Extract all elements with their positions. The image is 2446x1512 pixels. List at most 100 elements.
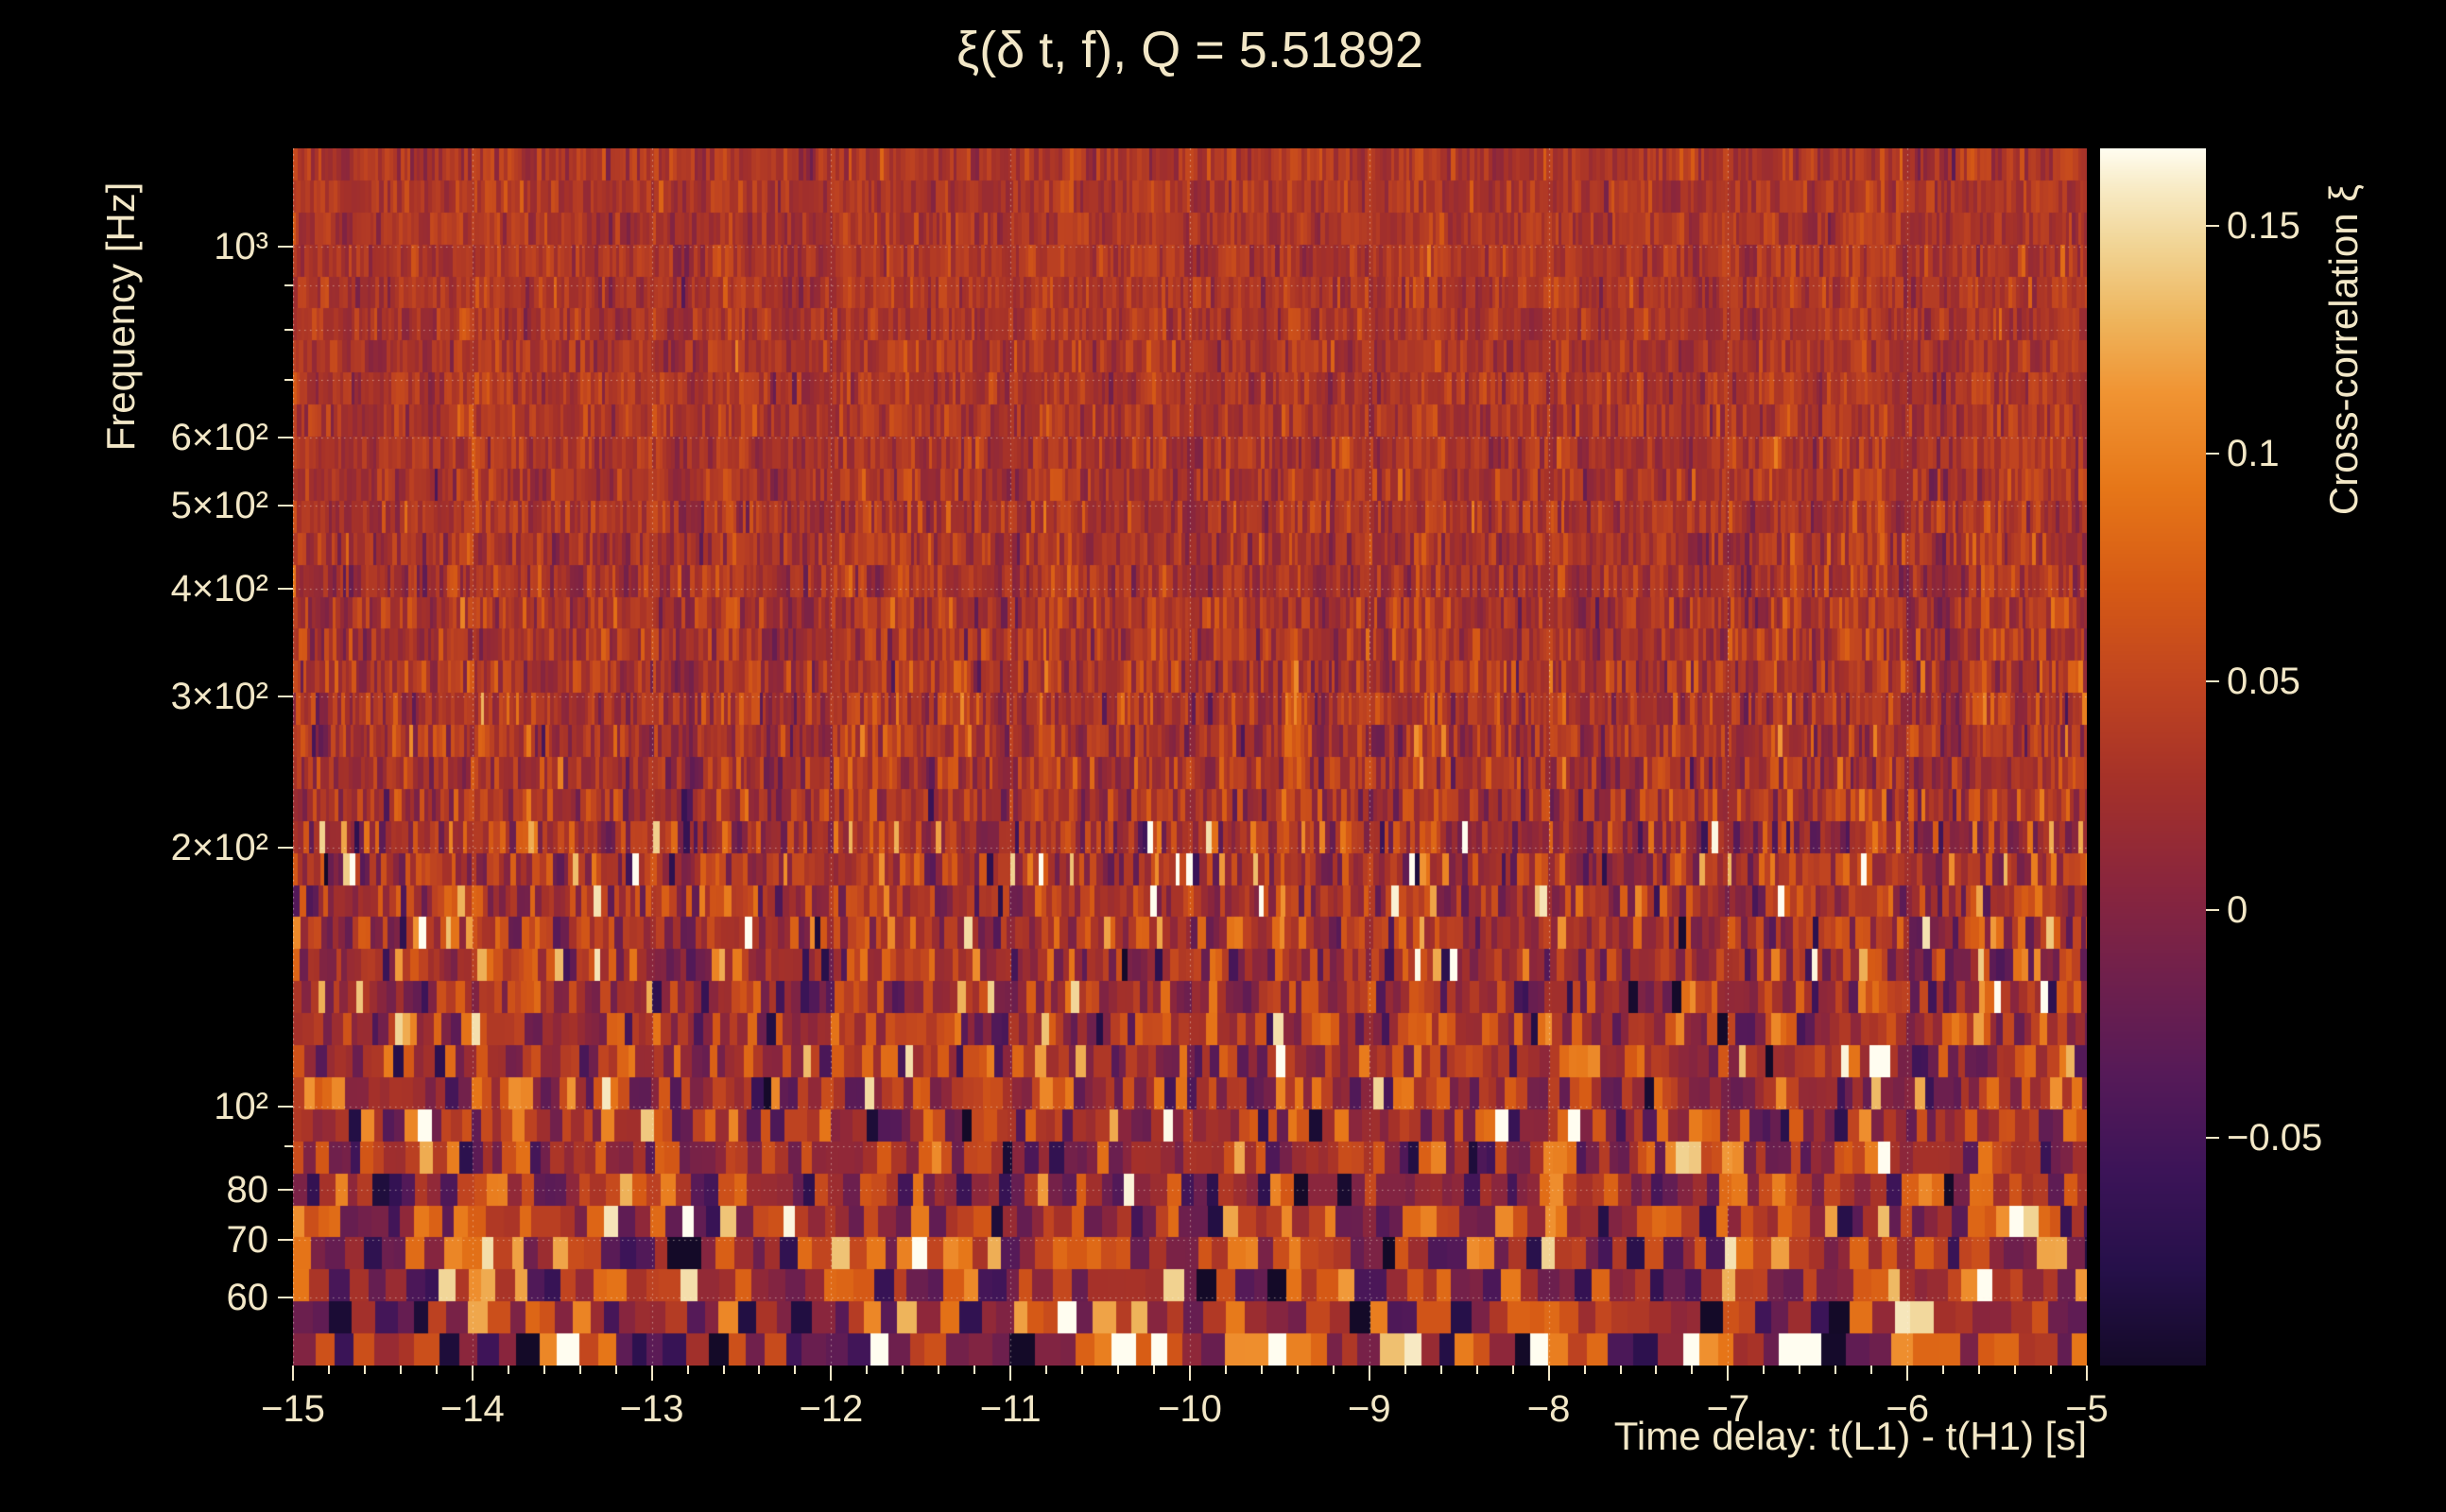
x-minor-tick [1296,1366,1299,1374]
x-tick-label: −11 [979,1388,1042,1430]
x-minor-tick [1224,1366,1227,1374]
y-minor-tick [284,328,293,331]
x-tick [292,1366,294,1381]
y-minor-tick [284,378,293,381]
y-tick-label: 4×10² [170,567,268,610]
x-minor-tick [1045,1366,1048,1374]
y-axis-label: Frequency [Hz] [98,181,143,452]
x-tick-label: −9 [1347,1388,1391,1430]
x-tick [1009,1366,1012,1381]
y-tick [278,695,293,697]
y-tick-label: 2×10² [170,826,268,868]
x-minor-tick [543,1366,545,1374]
x-minor-tick [794,1366,797,1374]
y-tick-label: 10³ [214,225,268,267]
x-tick-label: −12 [799,1388,864,1430]
y-tick [278,1189,293,1192]
x-minor-tick [507,1366,509,1374]
x-minor-tick [973,1366,976,1374]
x-tick-label: −8 [1526,1388,1571,1430]
y-tick-label: 6×10² [170,416,268,458]
colorbar-tick-label: 0.1 [2227,433,2280,475]
x-minor-tick [1404,1366,1406,1374]
x-axis-label: Time delay: t(L1) - t(H1) [s] [1613,1414,2087,1458]
x-minor-tick [1691,1366,1694,1374]
x-minor-tick [938,1366,940,1374]
y-tick [278,504,293,507]
y-tick-label: 5×10² [170,484,268,526]
x-minor-tick [1799,1366,1801,1374]
x-tick-label: −13 [619,1388,684,1430]
x-minor-tick [1332,1366,1335,1374]
x-tick [1189,1366,1191,1381]
x-minor-tick [1260,1366,1263,1374]
x-minor-tick [902,1366,904,1374]
x-tick-label: −7 [1706,1388,1750,1430]
y-tick-label: 10² [214,1085,268,1127]
x-tick-label: −14 [439,1388,505,1430]
x-tick [2086,1366,2088,1381]
y-tick-label: 80 [226,1169,269,1211]
x-minor-tick [1153,1366,1156,1374]
x-minor-tick [1439,1366,1442,1374]
x-tick [1727,1366,1730,1381]
colorbar [2100,148,2206,1366]
colorbar-tick-label: 0 [2227,888,2248,931]
x-minor-tick [1942,1366,1945,1374]
x-tick [1547,1366,1550,1381]
x-minor-tick [686,1366,689,1374]
colorbar-tick-label: −0.05 [2227,1116,2323,1159]
y-tick [278,245,293,248]
x-minor-tick [1081,1366,1084,1374]
x-minor-tick [1763,1366,1766,1374]
y-tick [278,846,293,849]
x-minor-tick [1475,1366,1478,1374]
x-minor-tick [2014,1366,2017,1374]
x-minor-tick [1870,1366,1873,1374]
x-minor-tick [722,1366,725,1374]
x-minor-tick [614,1366,617,1374]
colorbar-tick [2206,680,2219,683]
x-tick [1906,1366,1909,1381]
x-minor-tick [399,1366,402,1374]
y-minor-tick [284,284,293,287]
x-minor-tick [866,1366,869,1374]
x-tick-label: −15 [261,1388,325,1430]
x-minor-tick [578,1366,581,1374]
colorbar-tick [2206,908,2219,911]
x-tick [1368,1366,1370,1381]
x-minor-tick [2050,1366,2053,1374]
x-minor-tick [363,1366,366,1374]
y-tick [278,1238,293,1241]
y-tick [278,436,293,438]
chart-title: ξ(δ t, f), Q = 5.51892 [956,22,1423,78]
y-minor-tick [284,1144,293,1147]
y-tick [278,587,293,590]
x-tick [471,1366,474,1381]
heatmap-canvas [293,148,2087,1366]
x-minor-tick [1978,1366,1981,1374]
colorbar-tick-label: 0.15 [2227,205,2300,247]
y-tick [278,1105,293,1108]
x-minor-tick [1834,1366,1837,1374]
colorbar-tick [2206,225,2219,227]
x-minor-tick [758,1366,761,1374]
x-tick [650,1366,653,1381]
colorbar-tick-label: 0.05 [2227,661,2300,703]
colorbar-label: Cross-correlation ξ [2321,183,2366,516]
colorbar-tick [2206,1136,2219,1139]
y-tick-label: 3×10² [170,675,268,717]
x-tick [830,1366,833,1381]
colorbar-tick [2206,453,2219,455]
x-tick-label: −6 [1886,1388,1929,1430]
x-minor-tick [1619,1366,1622,1374]
y-tick [278,1296,293,1298]
x-minor-tick [327,1366,330,1374]
y-tick-label: 60 [226,1276,269,1318]
x-minor-tick [1117,1366,1120,1374]
x-minor-tick [1655,1366,1658,1374]
x-tick-label: −10 [1158,1388,1222,1430]
x-minor-tick [1583,1366,1586,1374]
x-minor-tick [435,1366,438,1374]
